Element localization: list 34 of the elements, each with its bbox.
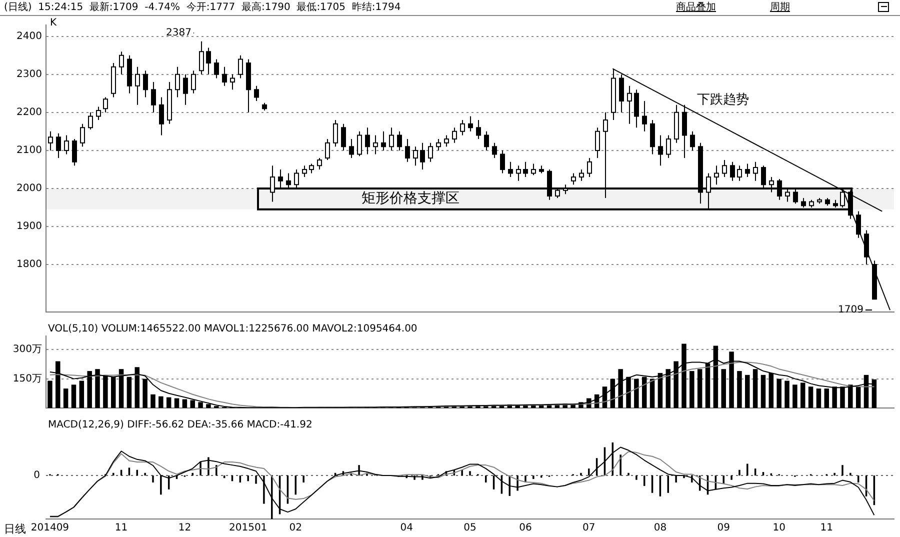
chart-title: (日线) 15:24:15 最新:1709 -4.74% 今开:1777 最高:1790 最低:1705 昨结:1794	[4, 0, 401, 15]
x-tick-label: 09	[717, 522, 730, 534]
y-tick-label: 150万	[12, 373, 42, 384]
annotation: 下跌趋势	[697, 92, 749, 108]
chart-title: MACD(12,26,9) DIFF:-56.62 DEA:-35.66 MACD:-41.92	[48, 420, 312, 431]
x-tick-label: 201409	[30, 522, 70, 534]
y-tick-label: 2000	[16, 183, 42, 194]
x-tick-label: 12	[178, 522, 192, 534]
x-tick-label: 06	[519, 522, 532, 534]
x-tick-label: 10	[772, 522, 786, 534]
annotation: 1709	[838, 304, 864, 316]
x-tick-label: 04	[400, 522, 413, 534]
annotation: 2387	[166, 28, 192, 39]
y-tick-label: 2100	[16, 145, 42, 156]
y-tick-label: 2300	[16, 69, 42, 80]
x-tick-label: 02	[289, 522, 302, 534]
y-tick-label: 2200	[16, 107, 42, 118]
ref-line-label: 0	[34, 470, 40, 482]
y-tick-label: 1800	[16, 259, 42, 270]
band-label: 矩形价格支撑区	[362, 190, 460, 207]
y-tick-label: 1900	[16, 221, 42, 232]
y-tick-label: 300万	[12, 344, 42, 356]
x-axis-title: 日线	[4, 522, 26, 536]
x-tick-label: 11	[820, 522, 834, 534]
annotation: K	[50, 18, 57, 29]
text: 周期	[770, 0, 790, 15]
text: 商品叠加	[676, 0, 716, 15]
x-tick-label: 05	[464, 522, 476, 534]
y-tick-label: 2400	[16, 31, 42, 42]
x-tick-label: 11	[114, 522, 128, 534]
x-tick-label: 08	[654, 522, 667, 534]
x-tick-label: 201501	[229, 522, 268, 534]
x-tick-label: 07	[582, 522, 596, 534]
chart-title: VOL(5,10) VOLUM:1465522.00 MAVOL1:1225676.00 MAVOL2:1095464.00	[48, 324, 418, 335]
